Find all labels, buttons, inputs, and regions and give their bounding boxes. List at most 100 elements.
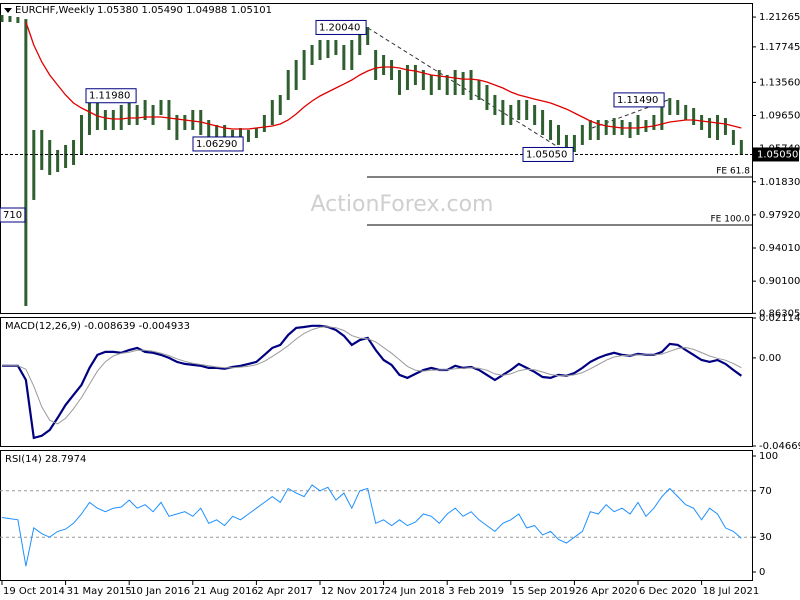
price-bar — [429, 74, 433, 95]
y-tick-label: 30 — [759, 532, 772, 543]
price-bar — [731, 129, 735, 145]
current-price-box — [753, 147, 799, 162]
y-tick-label: 0.00 — [759, 353, 781, 364]
price-bar — [572, 134, 576, 153]
price-bar — [660, 104, 664, 130]
price-bar — [342, 44, 346, 70]
menu-icon — [4, 8, 12, 13]
x-tick-label: 26 Apr 2020 — [575, 586, 637, 597]
annotation-label: 1.20040 — [319, 22, 360, 33]
price-bar — [207, 119, 211, 140]
price-bar — [95, 99, 99, 130]
y-tick-label: 0.021146 — [759, 313, 800, 324]
price-bar — [628, 122, 632, 139]
price-bar — [270, 99, 274, 125]
y-tick-label: 1.09650 — [759, 110, 800, 121]
y-tick-label: 0.90100 — [759, 276, 800, 287]
price-bar — [175, 114, 179, 140]
price-bar — [596, 119, 600, 140]
annotation-label: 1.11980 — [89, 91, 130, 102]
price-bar — [350, 39, 354, 70]
price-bar — [334, 39, 338, 55]
rsi-title: RSI(14) 28.7974 — [5, 454, 86, 465]
price-bar — [374, 49, 378, 80]
price-bar — [183, 114, 187, 130]
annotation-label: 1.05050 — [526, 149, 567, 160]
price-bar — [48, 139, 52, 175]
price-bar — [151, 104, 155, 125]
rsi-line — [1, 484, 742, 567]
price-bar — [469, 69, 473, 100]
annotation-box — [0, 207, 26, 223]
price-bar — [445, 74, 449, 95]
y-tick-label: 1.21265 — [759, 12, 800, 23]
price-bar — [167, 99, 171, 130]
price-bar — [437, 69, 441, 90]
price-bar — [239, 128, 242, 140]
y-tick-label: 100 — [759, 451, 778, 462]
price-bar — [549, 119, 553, 140]
price-bar — [541, 109, 545, 135]
x-tick-label: 6 Dec 2020 — [639, 586, 697, 597]
price-bar — [215, 124, 219, 140]
price-bar — [390, 59, 394, 80]
price-bar — [72, 139, 76, 165]
price-bar — [453, 69, 457, 95]
chart-title: EURCHF,Weekly — [15, 5, 95, 16]
price-bar — [501, 99, 505, 125]
price-bar — [223, 124, 227, 145]
x-tick-label: 3 Feb 2019 — [448, 586, 504, 597]
price-bar — [8, 16, 12, 23]
price-bar — [254, 128, 258, 139]
price-bar — [80, 114, 83, 155]
y-tick-label: 1.17745 — [759, 42, 800, 53]
price-bar — [485, 84, 489, 110]
price-bar — [421, 69, 425, 90]
price-bar — [692, 108, 696, 125]
price-bar — [103, 109, 107, 130]
annotation-box — [613, 92, 665, 108]
price-bar — [310, 44, 314, 65]
price-bar — [111, 109, 115, 130]
price-bar — [413, 64, 417, 85]
price-bar — [684, 104, 688, 120]
price-bar — [318, 39, 322, 60]
y-tick-label: 1.01830 — [759, 177, 800, 188]
x-tick-label: 19 Oct 2014 — [3, 586, 65, 597]
price-bar — [366, 27, 370, 45]
price-bar — [294, 59, 298, 90]
macd-panel — [0, 317, 753, 447]
price-bar — [739, 139, 743, 155]
current-price-label: 1.05050 — [757, 149, 798, 160]
rsi-panel — [0, 450, 753, 581]
macd-line — [2, 324, 743, 440]
annotation-label: 1.11490 — [617, 95, 658, 106]
price-bar — [56, 149, 60, 173]
signal-line — [2, 326, 742, 425]
price-bar — [676, 99, 680, 115]
price-bar — [127, 94, 131, 125]
price-bar — [246, 129, 250, 143]
y-tick-label: 1.13560 — [759, 77, 800, 88]
price-bar — [525, 99, 529, 120]
price-bar — [398, 69, 401, 95]
price-bar — [533, 104, 537, 125]
price-bar — [16, 17, 20, 24]
price-bar — [382, 54, 386, 75]
fe-label: FE 61.8 — [716, 167, 750, 177]
y-tick-label: 0.86305 — [759, 308, 800, 319]
x-tick-label: 12 Nov 2017 — [321, 586, 385, 597]
price-bar — [461, 72, 465, 95]
price-bar — [509, 104, 513, 125]
price-bar — [477, 79, 481, 100]
annotation-box — [192, 136, 244, 152]
price-bar — [652, 114, 656, 130]
price-bar — [143, 99, 147, 120]
annotation-box — [522, 146, 574, 162]
x-tick-label: 31 May 2015 — [67, 586, 132, 597]
annotation-box — [85, 88, 137, 104]
watermark: ActionForex.com — [311, 192, 494, 217]
price-bar — [493, 94, 497, 115]
price-bar — [286, 69, 290, 100]
